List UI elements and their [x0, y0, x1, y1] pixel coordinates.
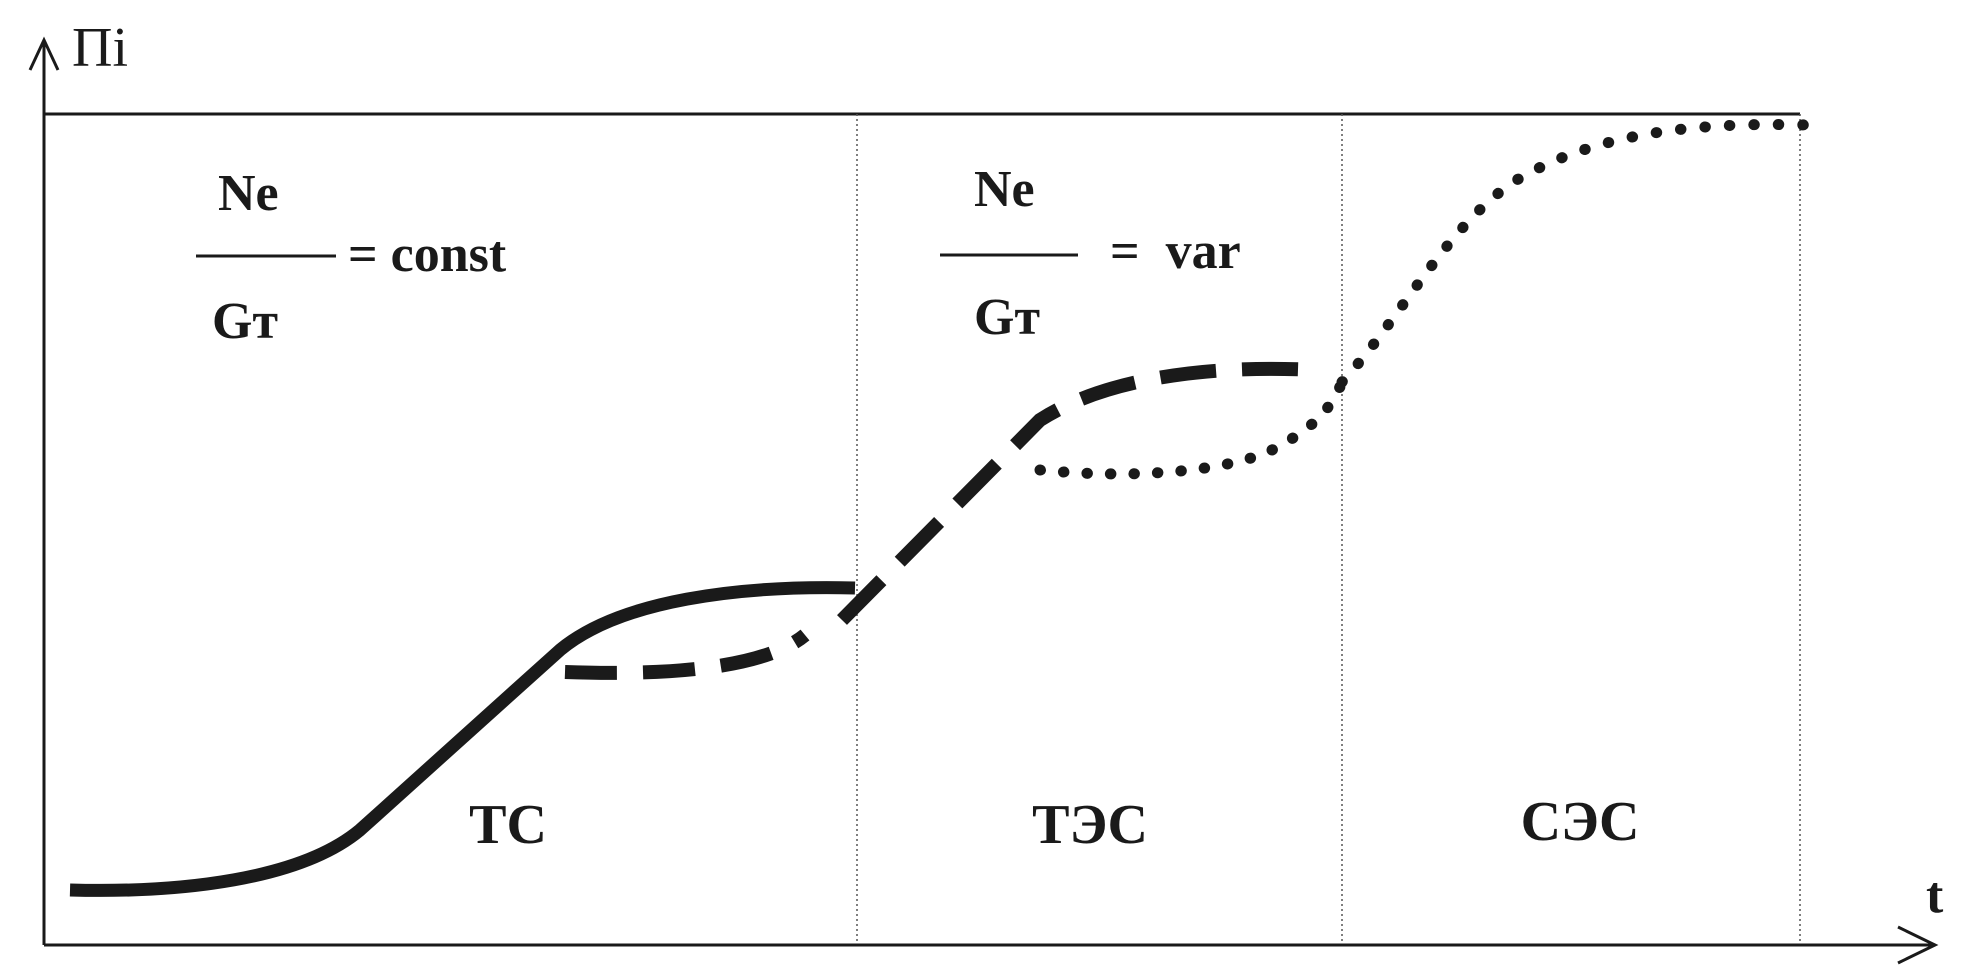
curve-dashed-branch-tc: [564, 629, 810, 680]
x-axis-label: t: [1926, 867, 1944, 924]
curve-dotted-ses: [1336, 119, 1812, 388]
x-axis-arrow: [1897, 925, 1939, 965]
formula-constant-numerator: Ne: [218, 165, 279, 222]
formula-constant-relation: = const: [348, 226, 507, 283]
formula-variable-numerator: Ne: [974, 161, 1035, 218]
curve-dashed-tes: [837, 361, 1316, 625]
y-axis-arrow: [28, 36, 60, 71]
region-label-tc: ТС: [469, 794, 547, 856]
formula-constant-denominator: Gт: [212, 293, 278, 350]
formula-variable-relation: = var: [1110, 223, 1241, 280]
curve-solid-tc: [69, 581, 856, 897]
formula-variable-denominator: Gт: [974, 289, 1040, 346]
y-axis-label: Пi: [72, 17, 128, 79]
region-label-tes: ТЭС: [1032, 794, 1148, 856]
region-label-ses: СЭС: [1521, 791, 1640, 853]
curve-dotted-branch-tes: [1034, 376, 1348, 480]
